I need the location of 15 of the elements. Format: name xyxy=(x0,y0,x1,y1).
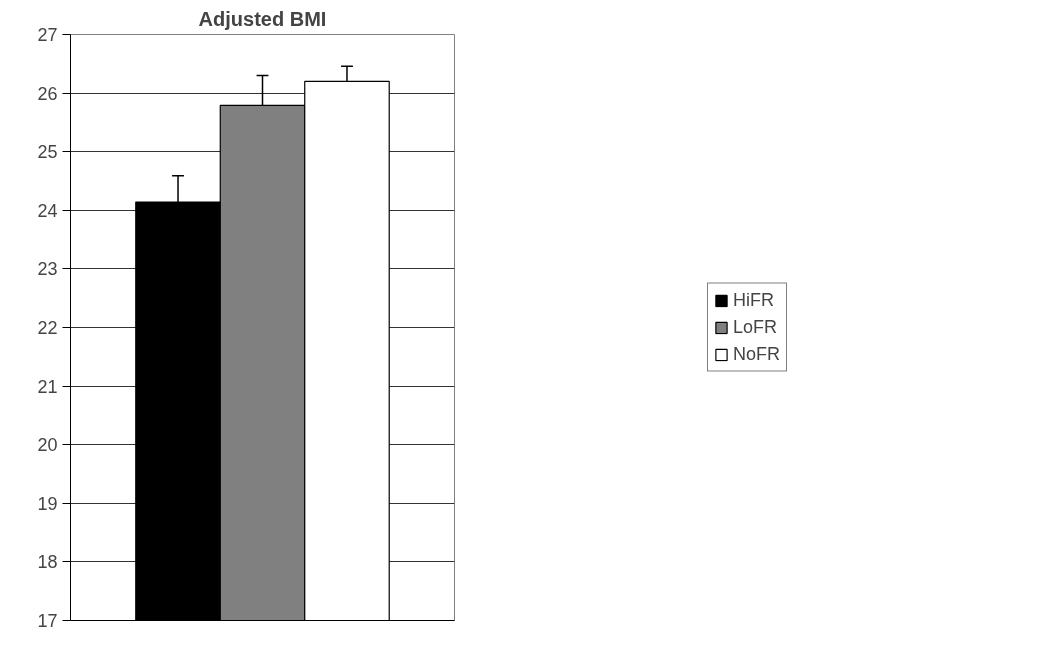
legend-label: NoFR xyxy=(732,343,781,365)
legend-label: LoFR xyxy=(732,316,778,338)
y-tick-label: 17 xyxy=(37,611,58,631)
y-tick-label: 21 xyxy=(37,376,58,397)
y-tick-label: 25 xyxy=(37,142,58,163)
legend-label: HiFR xyxy=(732,289,774,311)
y-tick-label: 19 xyxy=(37,493,58,514)
y-tick-label: 27 xyxy=(37,25,58,45)
y-tick-label: 26 xyxy=(37,83,58,104)
y-tick-label: 22 xyxy=(37,318,58,338)
y-tick-label: 23 xyxy=(37,259,58,280)
chart-title: Adjusted BMI xyxy=(198,7,327,30)
y-tick-label: 24 xyxy=(37,200,58,221)
y-tick-label: 18 xyxy=(37,552,58,573)
y-tick-label: 20 xyxy=(37,435,58,456)
